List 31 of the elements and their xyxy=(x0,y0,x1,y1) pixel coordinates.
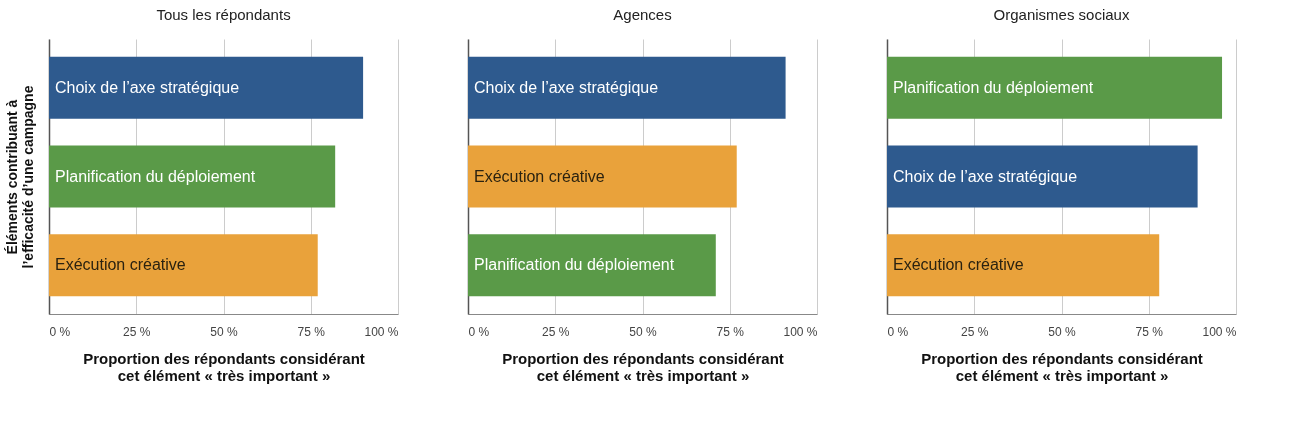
x-tick-label: 50 % xyxy=(1048,324,1076,339)
y-tick-label: Choix de l’axe stratégique xyxy=(893,167,1078,185)
x-axis-title: Proportion des répondants considérant cet élément « très important » xyxy=(502,349,784,384)
x-tick-label: 0 % xyxy=(468,324,490,339)
x-tick-label: 100 % xyxy=(783,324,818,339)
x-tick-label: 0 % xyxy=(887,324,909,339)
x-tick-label: 0 % xyxy=(49,324,71,339)
y-tick-label: Planification du déploiement xyxy=(893,78,1094,96)
chart-title: Agences xyxy=(613,6,672,23)
x-tick-label: 25 % xyxy=(961,324,989,339)
x-axis-title: Proportion des répondants considérant cet élément « très important » xyxy=(921,349,1203,384)
chart-title: Organismes sociaux xyxy=(993,6,1130,23)
y-axis-title: Éléments contribuant à l’efficacité d’une campagne xyxy=(3,85,36,269)
x-tick-label: 75 % xyxy=(716,324,745,339)
x-tick-label: 25 % xyxy=(123,324,151,339)
x-tick-label: 100 % xyxy=(364,324,399,339)
y-tick-label: Choix de l’axe stratégique xyxy=(55,78,240,96)
x-axis-title: Proportion des répondants considérant cet élément « très important » xyxy=(83,349,365,384)
x-tick-label: 100 % xyxy=(1202,324,1237,339)
x-tick-label: 25 % xyxy=(542,324,570,339)
x-tick-label: 75 % xyxy=(297,324,326,339)
x-tick-label: 75 % xyxy=(1135,324,1164,339)
x-tick-label: 50 % xyxy=(210,324,238,339)
chart-title: Tous les répondants xyxy=(156,6,291,23)
x-tick-label: 50 % xyxy=(629,324,657,339)
y-tick-label: Planification du déploiement xyxy=(474,256,675,274)
y-tick-label: Exécution créative xyxy=(474,167,605,185)
y-tick-label: Choix de l’axe stratégique xyxy=(474,78,659,96)
y-tick-label: Exécution créative xyxy=(893,256,1024,274)
y-tick-label: Exécution créative xyxy=(55,256,186,274)
y-tick-label: Planification du déploiement xyxy=(55,167,256,185)
